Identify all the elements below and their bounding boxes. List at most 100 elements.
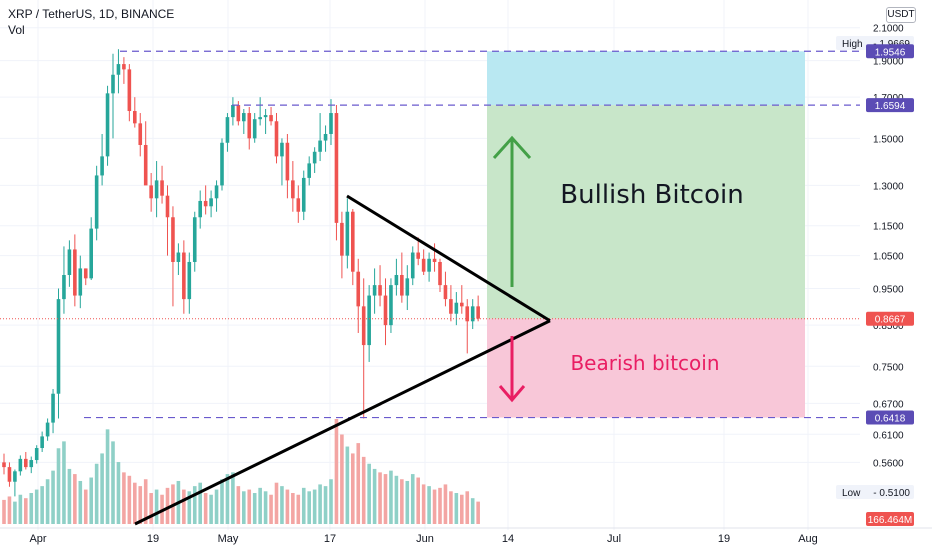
candle	[51, 388, 55, 434]
candle-body	[258, 117, 262, 120]
symbol-title[interactable]: XRP / TetherUS, 1D, BINANCE	[8, 7, 175, 21]
candle-body	[143, 144, 148, 186]
time-axis[interactable]: Apr 19 May 17 Jun 14 Jul 19 Aug	[0, 527, 932, 545]
volume-tag-text: 166.464M	[868, 515, 912, 526]
candle	[127, 64, 132, 122]
candle-body	[154, 180, 159, 199]
volume-bar	[296, 494, 301, 524]
candle	[24, 451, 28, 470]
bullish-zone	[487, 105, 805, 319]
volume-bar	[301, 487, 306, 524]
projection-zones	[487, 51, 805, 418]
level-price-tag-box	[866, 98, 914, 113]
volume-bar	[312, 489, 317, 524]
volume-bar	[378, 472, 382, 524]
candle-body	[307, 163, 311, 178]
candle	[334, 105, 339, 241]
candle	[285, 133, 290, 199]
volume-bar	[83, 489, 88, 524]
candle	[269, 107, 273, 126]
volume-bar	[476, 501, 480, 524]
candle-body	[394, 274, 399, 286]
candle	[62, 246, 66, 314]
price-tick-label: 0.7500	[873, 362, 904, 373]
price-tick-label: 1.0500	[873, 252, 904, 263]
candle	[394, 258, 399, 296]
candle	[13, 469, 17, 497]
candle	[18, 455, 23, 476]
volume-bar	[460, 494, 464, 524]
volume-bar	[465, 491, 470, 524]
volume-bar	[198, 482, 202, 524]
candle-body	[405, 278, 410, 296]
volume-bar	[127, 475, 132, 524]
volume-bar	[372, 468, 377, 524]
candle-body	[73, 249, 77, 296]
volume-bar	[405, 480, 410, 524]
volume-bar	[307, 491, 311, 524]
candle	[214, 180, 219, 212]
candle	[449, 285, 453, 322]
ascending-trendline[interactable]	[134, 319, 551, 526]
price-tick-label: 0.6700	[873, 399, 904, 410]
descending-trendline[interactable]	[346, 194, 551, 323]
candle	[105, 85, 110, 166]
level-price-tag: 0.6418	[866, 410, 914, 425]
price-tick-label: 0.5600	[873, 458, 904, 469]
volume-bar	[438, 487, 442, 524]
volume-bar	[263, 491, 268, 524]
candle	[138, 113, 143, 157]
candle-body	[133, 111, 137, 124]
candle	[67, 240, 72, 287]
volume-bar	[149, 493, 153, 524]
volume-bar	[367, 463, 371, 524]
candle-body	[449, 299, 453, 314]
candle	[247, 107, 252, 150]
candle	[111, 53, 115, 139]
volume-bar	[73, 474, 77, 524]
candle	[225, 113, 230, 152]
candle-body	[285, 142, 290, 181]
candle-body	[45, 422, 50, 437]
candle	[192, 211, 197, 272]
candlestick-series	[2, 49, 480, 497]
candle-body	[247, 113, 252, 139]
volume-indicator-label[interactable]: Vol	[8, 23, 25, 37]
candle	[476, 295, 480, 322]
volume-bar	[231, 472, 235, 524]
candle	[231, 97, 235, 126]
volume-bar	[291, 493, 295, 524]
candle-body	[165, 195, 170, 218]
volume-bar	[340, 434, 344, 524]
candle	[89, 217, 93, 281]
volume-bar	[351, 453, 355, 524]
candle	[460, 285, 464, 314]
candle	[416, 237, 420, 266]
volume-bar	[220, 479, 224, 524]
volume-tag: 166.464M	[866, 512, 914, 526]
candle-body	[29, 460, 34, 468]
currency-badge[interactable]: USDT	[886, 7, 916, 23]
candle-body	[416, 252, 420, 259]
candle-body	[34, 448, 39, 461]
volume-bar	[34, 489, 39, 524]
price-tick-label: 0.8500	[873, 321, 904, 332]
time-tick-label: 19	[147, 533, 159, 545]
volume-tag-box	[866, 512, 914, 526]
candle	[361, 278, 366, 419]
candle-body	[465, 306, 470, 322]
volume-bar	[111, 441, 115, 524]
volume-bar	[383, 474, 388, 524]
candle-body	[454, 302, 459, 314]
candle-body	[83, 268, 88, 279]
candle-body	[389, 285, 393, 326]
price-tick-label: 1.9000	[873, 57, 904, 68]
level-price-tag-text: 1.6594	[875, 101, 906, 112]
bearish-arrow-head	[498, 385, 526, 403]
volume-bar	[62, 441, 66, 524]
volume-bar	[225, 474, 230, 524]
time-tick-label: 19	[718, 533, 730, 545]
candle	[182, 240, 186, 314]
candle-body	[182, 252, 186, 300]
